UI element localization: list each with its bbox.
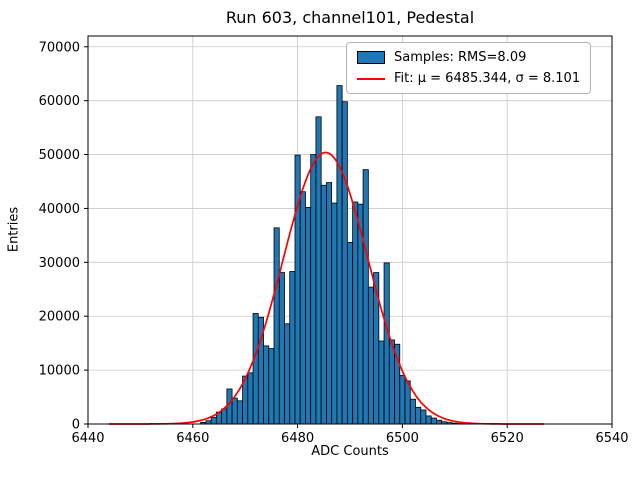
histogram-bar [346,241,354,425]
histogram-bar [305,206,312,425]
histogram-bar [210,417,217,425]
fit-curve [109,151,544,425]
histogram-bar [226,388,233,425]
x-tick-label: 6520 [491,431,524,446]
legend-fit-label: Fit: μ = 6485.344, σ = 8.101 [394,71,581,86]
histogram-bar [362,169,369,425]
histogram-bar [331,202,338,425]
x-axis-label: ADC Counts [311,444,389,459]
histogram-bar [341,101,348,425]
y-tick-label: 60000 [39,94,80,109]
x-tick-label: 6440 [71,431,104,446]
legend-entry-samples: Samples: RMS=8.09 [357,50,580,65]
histogram-bar [315,116,322,425]
x-tick-label: 6460 [176,431,209,446]
y-tick-label: 40000 [39,202,80,217]
histogram-bar [352,201,359,425]
histogram-bar [299,191,306,425]
histogram-bar [430,417,437,425]
histogram-bar [284,323,291,425]
y-tick-label: 20000 [39,310,80,325]
histogram-bar [289,271,296,425]
histogram-swatch-icon [357,51,385,64]
histogram-bar [263,345,270,425]
axes-frame [87,35,613,425]
fit-line-swatch-icon [357,72,385,85]
y-axis-label: Entries [6,206,22,253]
legend-samples-label: Samples: RMS=8.09 [394,50,527,65]
histogram-bar [399,375,406,425]
legend-entry-fit: Fit: μ = 6485.344, σ = 8.101 [357,71,580,86]
histogram-bar [320,184,327,425]
histogram-bar [436,419,443,425]
x-tick-label: 6540 [595,431,628,446]
histogram-bar [378,340,385,425]
histogram-bar [383,262,390,425]
histogram-bar [294,154,301,425]
histogram-bar [425,415,432,425]
histogram-bar [310,154,317,425]
legend: Samples: RMS=8.09 Fit: μ = 6485.344, σ =… [346,42,592,94]
x-tick-label: 6480 [281,431,314,446]
histogram-bar [388,339,395,425]
histogram-bar [336,85,343,425]
histogram-bar [231,397,238,425]
histogram-bar [273,227,280,425]
histogram-bar [367,286,374,425]
y-tick-label: 0 [72,418,80,433]
y-tick-label: 70000 [39,40,80,55]
x-tick-label: 6500 [386,431,419,446]
histogram-bar [409,398,416,425]
chart-title: Run 603, channel101, Pedestal [225,8,475,27]
y-tick-label: 10000 [39,364,80,379]
histogram-bar [278,272,285,425]
histogram-bar [415,406,422,425]
histogram-bar [268,348,275,425]
histogram-bar [247,372,254,425]
histogram-bar [420,409,427,425]
histogram-bar [404,380,411,425]
y-tick-label: 30000 [39,256,80,271]
y-tick-label: 50000 [39,148,80,163]
histogram-bar [252,313,259,425]
histogram-bar [236,400,243,425]
histogram-bar [221,408,228,425]
histogram-bar [326,182,333,425]
